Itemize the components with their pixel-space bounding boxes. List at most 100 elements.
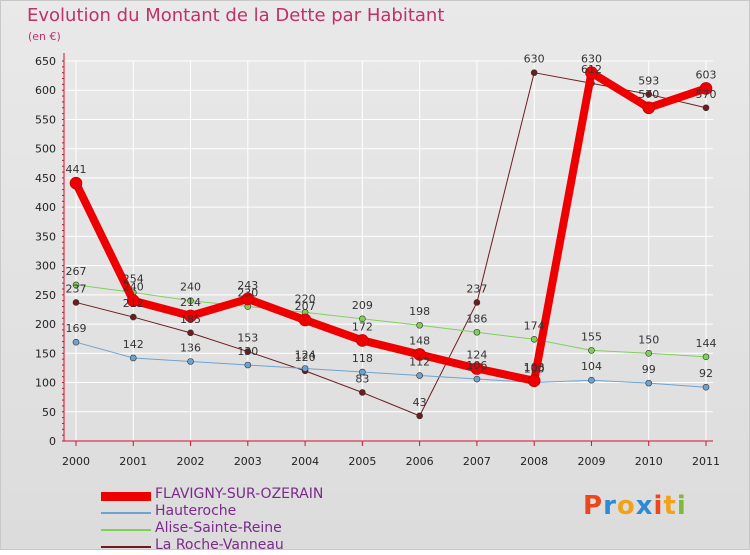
data-label: 172 bbox=[352, 320, 373, 333]
data-point bbox=[187, 329, 194, 337]
data-point bbox=[473, 328, 481, 336]
chart-title: Evolution du Montant de la Dette par Hab… bbox=[27, 5, 445, 26]
logo-letter: t bbox=[663, 491, 677, 521]
data-point bbox=[530, 335, 538, 343]
data-label: 212 bbox=[123, 297, 144, 310]
x-tick-label: 2005 bbox=[348, 455, 376, 468]
data-point bbox=[244, 361, 252, 369]
x-tick-label: 2001 bbox=[119, 455, 147, 468]
data-point bbox=[416, 321, 423, 329]
proxiti-logo: Proxiti bbox=[583, 491, 687, 521]
data-point bbox=[359, 389, 366, 396]
data-point bbox=[416, 372, 423, 379]
data-point bbox=[645, 91, 653, 98]
data-label: 612 bbox=[581, 63, 602, 76]
data-point bbox=[359, 368, 366, 376]
data-label: 630 bbox=[581, 53, 602, 66]
logo-letter: x bbox=[635, 491, 654, 521]
x-tick-label: 2007 bbox=[463, 455, 491, 468]
data-point bbox=[244, 348, 252, 355]
data-label: 124 bbox=[466, 349, 487, 362]
data-point bbox=[413, 348, 426, 361]
data-point bbox=[126, 294, 140, 307]
legend-label: Alise-Sainte-Reine bbox=[155, 520, 282, 536]
y-tick-label: 500 bbox=[35, 143, 56, 156]
data-point bbox=[416, 412, 423, 420]
y-tick-label: 650 bbox=[35, 55, 56, 68]
logo-letter: r bbox=[603, 491, 617, 521]
legend-swatch bbox=[101, 491, 151, 501]
data-point bbox=[527, 374, 541, 388]
data-point bbox=[187, 358, 194, 365]
data-label: 130 bbox=[237, 345, 258, 358]
legend-label: Hauteroche bbox=[155, 503, 237, 519]
series-layer bbox=[69, 66, 713, 420]
data-point bbox=[298, 313, 312, 327]
legend-label: La Roche-Vanneau bbox=[155, 537, 284, 553]
data-label: 186 bbox=[466, 312, 487, 325]
x-tick-label: 2010 bbox=[635, 455, 663, 468]
data-label: 92 bbox=[699, 367, 713, 380]
data-point bbox=[702, 353, 710, 361]
data-point bbox=[645, 379, 653, 387]
grid-layer bbox=[64, 60, 713, 442]
data-label: 593 bbox=[638, 74, 659, 87]
x-tick-label: 2004 bbox=[291, 455, 319, 468]
legend-swatch bbox=[101, 546, 151, 548]
data-label: 603 bbox=[696, 68, 717, 81]
logo-letter: i bbox=[653, 491, 664, 521]
data-label: 153 bbox=[237, 332, 258, 345]
data-point bbox=[702, 104, 710, 112]
data-label: 209 bbox=[352, 299, 373, 312]
data-label: 237 bbox=[466, 282, 487, 295]
data-label: 630 bbox=[524, 53, 545, 66]
x-tick-label: 2002 bbox=[177, 455, 205, 468]
data-label: 570 bbox=[696, 88, 717, 101]
y-tick-label: 150 bbox=[35, 347, 56, 360]
legend-label: FLAVIGNY-SUR-OZERAIN bbox=[155, 486, 324, 502]
data-label: 106 bbox=[466, 359, 487, 372]
data-label: 243 bbox=[237, 279, 258, 292]
data-label: 185 bbox=[180, 313, 201, 326]
data-label: 155 bbox=[581, 330, 602, 343]
data-label: 120 bbox=[295, 351, 316, 364]
data-point bbox=[359, 315, 366, 323]
data-label: 104 bbox=[581, 360, 602, 373]
data-point bbox=[473, 299, 481, 306]
data-label: 441 bbox=[66, 163, 87, 176]
y-tick-label: 300 bbox=[35, 260, 56, 273]
y-tick-label: 400 bbox=[35, 201, 56, 214]
data-label: 103 bbox=[524, 361, 545, 374]
data-point bbox=[72, 338, 80, 346]
data-label: 100 bbox=[524, 363, 545, 376]
data-point bbox=[69, 176, 83, 190]
data-point bbox=[588, 347, 595, 354]
data-point bbox=[645, 350, 653, 357]
data-label: 207 bbox=[295, 300, 316, 313]
data-label-layer: 2372121851531208343237630612593570267254… bbox=[66, 53, 717, 409]
data-point bbox=[72, 281, 80, 289]
data-point bbox=[72, 299, 80, 306]
data-label: 99 bbox=[642, 363, 656, 376]
x-tick-label: 2009 bbox=[577, 455, 605, 468]
data-label: 174 bbox=[524, 319, 545, 332]
data-point bbox=[702, 383, 710, 391]
data-point bbox=[129, 354, 137, 362]
data-label: 240 bbox=[180, 281, 201, 294]
data-label: 150 bbox=[638, 333, 659, 346]
data-label: 267 bbox=[66, 265, 87, 278]
data-point bbox=[530, 69, 538, 76]
series-line bbox=[72, 68, 710, 385]
data-label: 220 bbox=[295, 292, 316, 305]
x-tick-label: 2006 bbox=[406, 455, 434, 468]
x-tick-label: 2011 bbox=[692, 455, 720, 468]
x-tick-label: 2003 bbox=[234, 455, 262, 468]
data-label: 142 bbox=[123, 338, 144, 351]
y-tick-label: 350 bbox=[35, 230, 56, 243]
data-label: 230 bbox=[237, 287, 258, 300]
data-label: 112 bbox=[409, 356, 430, 369]
data-label: 240 bbox=[123, 281, 144, 294]
logo-letter: o bbox=[616, 491, 636, 521]
